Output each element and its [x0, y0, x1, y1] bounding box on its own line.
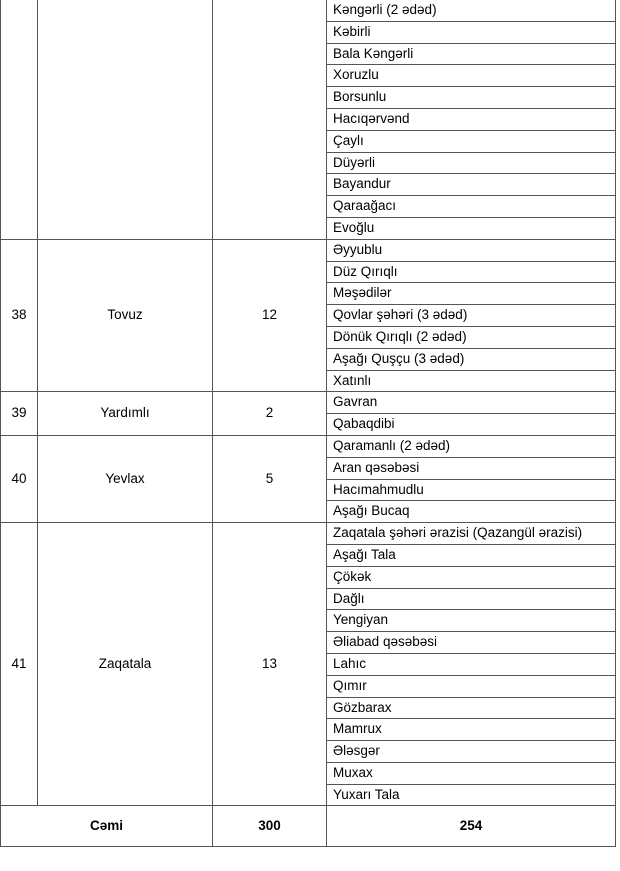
table-row: Qovlar şəhəri (3 ədəd) [1, 304, 616, 327]
village-count: 12 [212, 238, 327, 393]
village-name: Yuxarı Tala [326, 783, 616, 807]
table-row: Borsunlu [1, 86, 616, 109]
table-row: Xoruzlu [1, 64, 616, 88]
village-name: Aran qəsəbəsi [326, 456, 616, 480]
table-row: 41 Zaqatala 13 Zaqatala şəhəri ərazisi (Qaz… [0, 522, 616, 807]
table-row: 40 Yevlax 5 Qaramanlı (2 ədəd) [0, 434, 616, 524]
total-row: Cəmi 300 254 [0, 805, 616, 848]
village-name: Əyyublu [326, 238, 616, 262]
village-name: Evoğlu [326, 216, 616, 240]
total-villages: 254 [326, 805, 616, 848]
village-count: 13 [212, 522, 327, 807]
village-count [212, 0, 327, 240]
table-row: Aşağı Bucaq [1, 500, 616, 524]
village-name: Gözbarax [326, 696, 616, 720]
village-name: Çökək [326, 565, 616, 589]
table-row: Aşağı Tala [1, 543, 616, 567]
village-name: Qaramanlı (2 ədəd) [326, 434, 616, 458]
region-name: Zaqatala [37, 522, 213, 807]
village-count: 5 [212, 434, 327, 524]
region-name: Yardımlı [37, 391, 213, 436]
village-name: Lahıc [326, 652, 616, 676]
row-number: 39 [0, 391, 38, 436]
village-name: Düyərli [326, 151, 616, 175]
village-name: Aşağı Quşçu (3 ədəd) [326, 347, 616, 371]
table-row: Qaraağacı [1, 195, 616, 218]
table-row: Dönük Qırıqlı (2 ədəd) [1, 325, 616, 349]
village-name: Əliabad qəsəbəsi [326, 631, 616, 654]
row-number: 41 [0, 522, 38, 807]
table-row: Bala Kəngərli [1, 42, 616, 66]
row-number: 40 [0, 434, 38, 524]
village-name: Gavran [326, 391, 616, 415]
village-name: Kəngərli (2 ədəd) [326, 0, 616, 22]
table-row: 38 Tovuz 12 Əyyublu [0, 238, 616, 393]
row-number [0, 0, 38, 240]
villages-table: Kəngərli (2 ədəd) Kəbirli Bala Kəngərli Xor… [0, 0, 616, 848]
table-row: Aran qəsəbəsi [1, 456, 616, 480]
village-name: Bayandur [326, 173, 616, 197]
village-name: Aşağı Bucaq [326, 500, 616, 524]
village-name: Yengiyan [326, 609, 616, 633]
total-label: Cəmi [0, 805, 213, 848]
village-name: Ələsgər [326, 740, 616, 763]
village-name: Mamrux [326, 718, 616, 742]
region-name: Yevlax [37, 434, 213, 524]
village-name: Bala Kəngərli [326, 42, 616, 66]
table-row: Xatınlı [1, 369, 616, 393]
table-row: Hacıqərvənd [1, 107, 616, 131]
village-name: Borsunlu [326, 86, 616, 109]
village-name: Hacımahmudlu [326, 478, 616, 502]
village-name: Xoruzlu [326, 64, 616, 88]
row-number: 38 [0, 238, 38, 393]
village-name: Qovlar şəhəri (3 ədəd) [326, 304, 616, 327]
table-row: Qımır [1, 674, 616, 698]
village-name: Muxax [326, 761, 616, 785]
village-name: Zaqatala şəhəri ərazisi (Qazangül ərazis… [326, 522, 616, 545]
village-count: 2 [212, 391, 327, 436]
table-row: Kəngərli (2 ədəd) [0, 0, 616, 240]
village-name: Dağlı [326, 587, 616, 611]
village-name: Məşədilər [326, 282, 616, 306]
village-name: Qımır [326, 674, 616, 698]
village-name: Aşağı Tala [326, 543, 616, 567]
table-row: Yuxarı Tala [1, 783, 616, 807]
table-row: 39 Yardımlı 2 Gavran [0, 391, 616, 436]
table-row: Qabaqdibi [1, 413, 616, 436]
region-name [37, 0, 213, 240]
village-name: Düz Qırıqlı [326, 260, 616, 284]
village-name: Hacıqərvənd [326, 107, 616, 131]
region-name: Tovuz [37, 238, 213, 393]
village-name: Çaylı [326, 129, 616, 153]
village-name: Qabaqdibi [326, 413, 616, 436]
village-name: Xatınlı [326, 369, 616, 393]
village-name: Qaraağacı [326, 195, 616, 218]
village-name: Kəbirli [326, 20, 616, 44]
village-name: Dönük Qırıqlı (2 ədəd) [326, 325, 616, 349]
total-count: 300 [212, 805, 327, 848]
